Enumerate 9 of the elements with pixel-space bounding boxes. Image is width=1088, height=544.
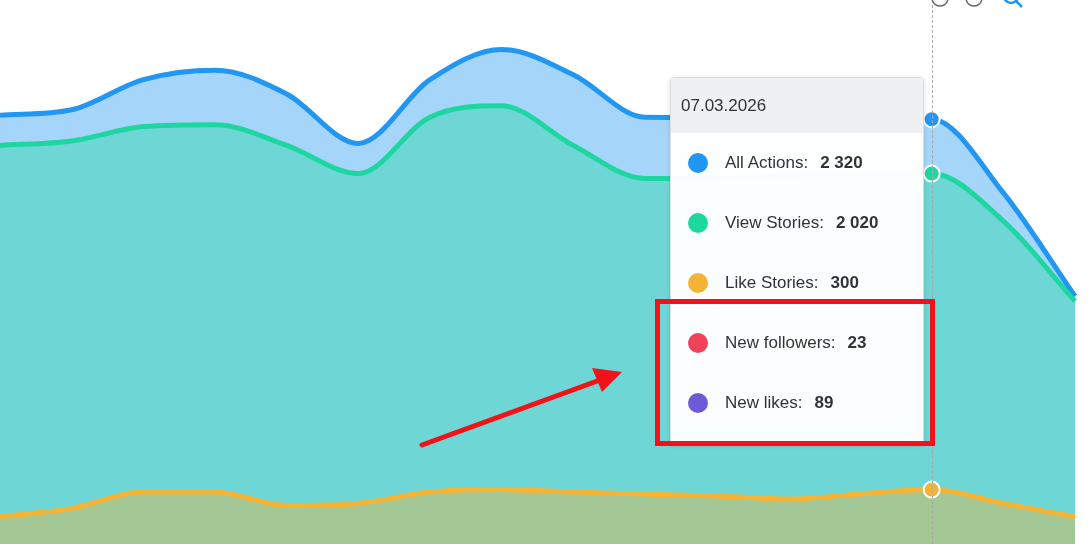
annotation: New followers: 23 <box>725 333 867 353</box>
legend-label: View Stories: <box>725 213 824 233</box>
annotation: 07.03.2026 <box>671 78 923 133</box>
annotation: 2 320 <box>820 153 863 173</box>
legend-label: All Actions: <box>725 153 809 173</box>
legend-label: Like Stories: <box>725 273 819 293</box>
annotation: 300 <box>830 273 859 293</box>
annotation: 2 020 <box>835 213 879 233</box>
annotation: New likes: 89 <box>725 393 834 413</box>
